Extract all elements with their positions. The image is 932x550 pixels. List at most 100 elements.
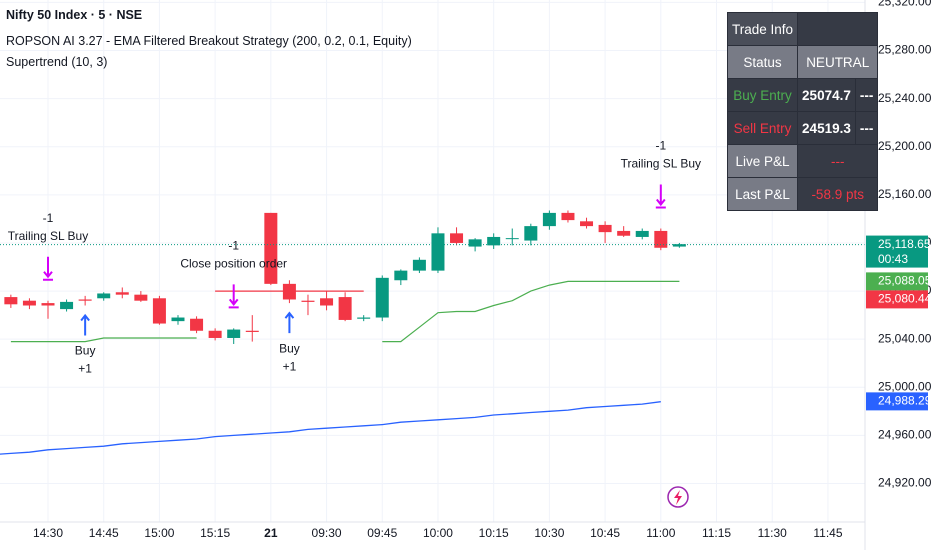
candle-body [208, 330, 222, 338]
candle-body [524, 226, 538, 241]
table-cell: Buy Entry [726, 78, 799, 112]
candle-body [468, 239, 482, 247]
y-tick-label: 25,320.00 [878, 0, 932, 9]
price-tag [866, 290, 928, 309]
x-tick-label: 10:15 [479, 526, 509, 540]
x-tick-label: 11:30 [758, 526, 787, 540]
x-tick-label: 10:30 [534, 526, 564, 540]
candle-body [60, 301, 74, 310]
signal-label: -1 [228, 239, 239, 253]
candle-body [301, 300, 315, 302]
candle-body [264, 212, 278, 284]
table-cell: --- [797, 144, 879, 178]
candle-body [78, 299, 92, 301]
table-cell: 25074.7 [797, 78, 856, 112]
y-tick-label: 25,040.00 [878, 331, 932, 345]
y-tick-label: 25,160.00 [878, 187, 932, 201]
y-tick-label: 25,280.00 [878, 43, 932, 57]
signal-label: -1 [655, 139, 666, 153]
candle-body [450, 233, 464, 243]
x-tick-label: 21 [264, 526, 278, 540]
table-cell: NEUTRAL [797, 45, 879, 79]
candle-body [635, 230, 649, 237]
table-cell: --- [854, 78, 879, 112]
candle-body [672, 244, 686, 247]
candle-body [561, 212, 575, 221]
y-tick-label: 25,240.00 [878, 91, 932, 105]
candle-body [505, 238, 519, 240]
table-cell: Live P&L [726, 144, 799, 178]
signal-label: -1 [43, 211, 54, 225]
y-tick-label: 24,920.00 [878, 476, 932, 490]
price-tag [866, 235, 928, 268]
table-cell: Status [726, 45, 799, 79]
candle-body [580, 221, 594, 227]
x-tick-label: 11:00 [646, 526, 675, 540]
candle-body [542, 212, 556, 227]
candle-body [152, 298, 166, 324]
y-tick-label: 25,200.00 [878, 139, 932, 153]
price-tag-label: 25,088.05 [878, 274, 932, 288]
table-cell: Trade Info [726, 12, 799, 46]
candle-body [22, 300, 36, 306]
candle-body [97, 293, 111, 299]
candle-body [394, 270, 408, 281]
table-cell: -58.9 pts [797, 177, 879, 211]
alert-bolt [674, 490, 682, 505]
signal-label: Close position order [180, 257, 287, 271]
trade-info-table: Trade Info Status NEUTRAL Buy Entry 25074.… [726, 12, 879, 211]
candle-body [617, 230, 631, 236]
x-tick-label: 09:45 [367, 526, 397, 540]
x-tick-label: 11:45 [813, 526, 842, 540]
signal-label: Buy [279, 341, 300, 355]
exit-arrow [655, 184, 666, 209]
candle-body [115, 292, 129, 295]
candle-body [227, 329, 241, 338]
table-cell: Sell Entry [726, 111, 799, 145]
entry-arrow [80, 313, 90, 336]
entry-arrow [284, 311, 295, 334]
x-tick-label: 14:30 [33, 526, 63, 540]
candle-body [134, 294, 148, 301]
candle-body [171, 317, 185, 322]
candle-body [320, 298, 334, 306]
y-tick-label: 25,000.00 [878, 379, 932, 393]
candle-body [4, 297, 18, 305]
indicator-label: ROPSON AI 3.27 - EMA Filtered Breakout S… [6, 34, 412, 48]
candle-body [431, 233, 445, 271]
candle-body [190, 318, 204, 331]
candle-body [654, 230, 668, 248]
candle-body [412, 259, 426, 271]
x-tick-label: 14:45 [89, 526, 119, 540]
x-tick-label: 09:30 [312, 526, 342, 540]
table-cell: Last P&L [726, 177, 799, 211]
price-tag-label: 25,118.65 [878, 237, 931, 251]
price-tag-label: 25,080.44 [878, 292, 932, 306]
price-tag [866, 392, 928, 411]
candle-body [487, 236, 501, 246]
x-tick-label: 10:00 [423, 526, 453, 540]
signal-label: +1 [283, 359, 297, 373]
exit-arrow [228, 284, 239, 309]
series-line [10, 280, 680, 343]
candle-body [357, 317, 371, 319]
x-tick-label: 10:45 [590, 526, 620, 540]
signal-label: +1 [78, 362, 92, 376]
price-tag-note: 00:43 [878, 252, 908, 266]
candle-body [375, 277, 389, 318]
candle-body [245, 330, 259, 332]
series-line [0, 401, 661, 455]
table-cell [797, 12, 879, 46]
x-tick-label: 15:00 [144, 526, 174, 540]
y-tick-label: 24,960.00 [878, 428, 932, 442]
table-cell: --- [854, 111, 879, 145]
x-tick-label: 11:15 [702, 526, 731, 540]
candle-body [598, 224, 612, 233]
x-tick-label: 15:15 [200, 526, 230, 540]
price-tag [866, 272, 928, 291]
candle-body [338, 297, 352, 320]
table-cell: 24519.3 [797, 111, 856, 145]
candle-body [282, 283, 296, 300]
signal-label: Buy [75, 344, 96, 358]
price-tag-label: 24,988.29 [878, 394, 932, 408]
